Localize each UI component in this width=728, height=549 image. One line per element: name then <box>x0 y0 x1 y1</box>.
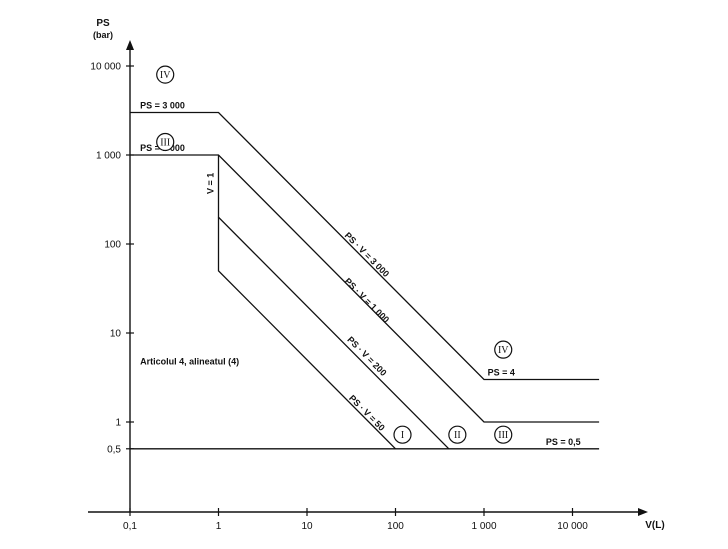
category-label: III <box>498 430 508 441</box>
annotation-label: PS · V = 3 000 <box>343 230 392 279</box>
category-label: II <box>454 430 461 441</box>
category-circle <box>494 340 513 359</box>
category-circle <box>156 132 175 152</box>
x-tick-label: 0,1 <box>123 521 137 532</box>
annotation-label: V = 1 <box>206 173 216 194</box>
boundary-line <box>217 217 396 450</box>
category-circle <box>393 425 412 444</box>
annotation-label: PS · V = 1 000 <box>343 276 392 325</box>
annotation-label: PS = 3 000 <box>140 101 185 111</box>
x-axis-title: V(L) <box>645 520 664 531</box>
y-axis-arrow <box>126 40 134 50</box>
category-circle <box>156 65 175 84</box>
annotation-label: PS · V = 200 <box>345 334 388 377</box>
y-tick-label: 10 000 <box>90 62 121 73</box>
x-tick-label: 10 <box>301 521 313 532</box>
category-circle <box>448 425 467 444</box>
x-tick-label: 1 000 <box>471 521 496 532</box>
category-label: IV <box>160 70 171 81</box>
y-tick-label: 1 <box>115 418 121 429</box>
x-tick-label: 100 <box>387 521 404 532</box>
y-tick-label: 10 <box>110 329 122 340</box>
annotation-label: PS = 4 <box>488 368 515 378</box>
y-axis-title: PS <box>96 18 110 29</box>
annotation-label: PS · V = 50 <box>347 393 387 433</box>
boundary-line <box>130 111 600 381</box>
category-circle <box>494 425 513 444</box>
category-label: III <box>160 137 170 148</box>
x-tick-label: 1 <box>216 521 222 532</box>
boundary-line <box>130 154 600 423</box>
x-tick-label: 10 000 <box>557 521 588 532</box>
ticks: 0,1 1 10 100 1 000 10 000 0,5 1 10 100 1 000 10 000 <box>90 62 588 533</box>
category-label: I <box>401 430 404 441</box>
y-tick-label: 100 <box>104 240 121 251</box>
boundary-line <box>217 155 450 450</box>
boundary-lines <box>130 111 600 450</box>
x-axis-arrow <box>638 508 648 516</box>
y-tick-label: 0,5 <box>107 444 121 455</box>
y-tick-label: 1 000 <box>96 151 121 162</box>
y-axis-unit: (bar) <box>93 30 113 40</box>
annotation-label: Articolul 4, alineatul (4) <box>140 356 239 366</box>
annotation-label: PS = 0,5 <box>546 437 581 447</box>
axes <box>88 40 648 516</box>
category-label: IV <box>498 345 509 356</box>
